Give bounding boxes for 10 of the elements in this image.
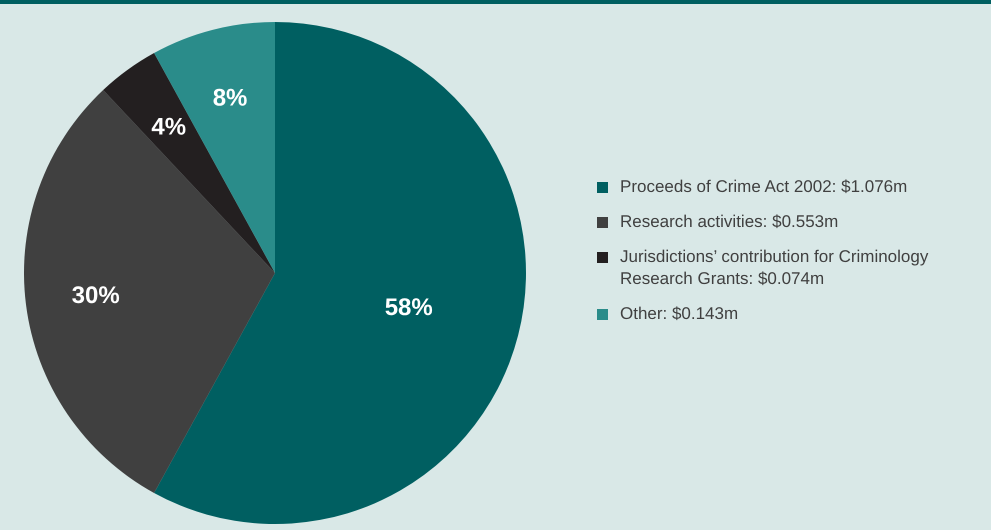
pie-slice bbox=[103, 53, 275, 273]
pie-slice bbox=[24, 90, 275, 493]
legend-label: Research activities: $0.553m bbox=[620, 211, 838, 233]
data-label: 4% bbox=[151, 113, 186, 140]
data-label: 30% bbox=[72, 282, 120, 310]
legend-label: Other: $0.143m bbox=[620, 303, 738, 325]
legend-label: Proceeds of Crime Act 2002: $1.076m bbox=[620, 176, 908, 198]
data-label: 8% bbox=[212, 84, 248, 112]
legend-label: Jurisdictions’ contribution for Criminology Research Grants: $0.074m bbox=[620, 246, 930, 290]
data-label: 58% bbox=[384, 294, 433, 321]
